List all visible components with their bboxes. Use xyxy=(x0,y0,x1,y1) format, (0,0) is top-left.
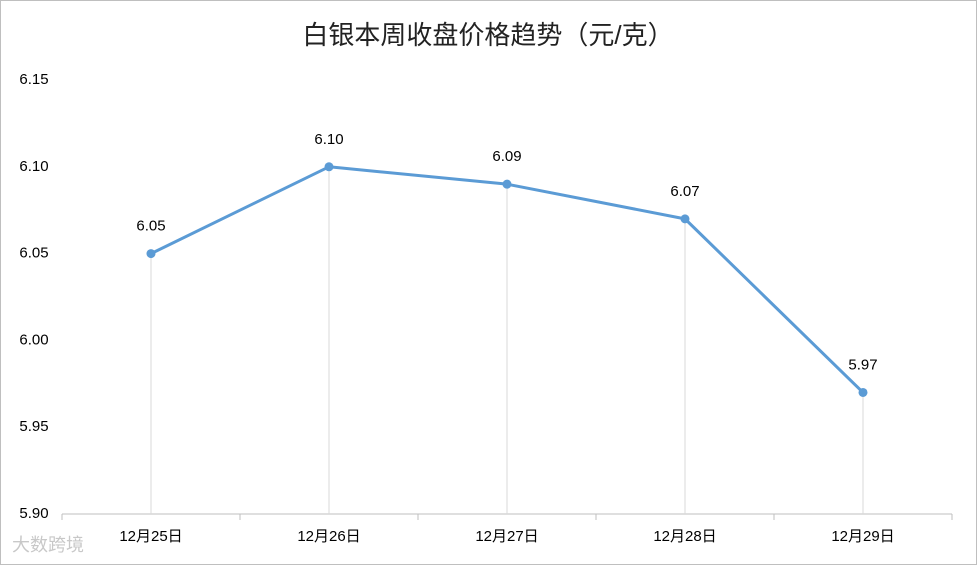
data-label: 5.97 xyxy=(848,356,877,373)
y-tick-label: 6.10 xyxy=(19,158,48,175)
data-point xyxy=(858,387,868,397)
data-point xyxy=(502,179,512,189)
data-point xyxy=(324,162,334,172)
x-tick-label: 12月28日 xyxy=(653,528,716,545)
data-label: 6.05 xyxy=(136,218,165,235)
x-tick-label: 12月26日 xyxy=(297,528,360,545)
data-point xyxy=(680,214,690,224)
data-label: 6.07 xyxy=(670,183,699,200)
data-label: 6.10 xyxy=(314,131,343,148)
y-tick-label: 5.90 xyxy=(19,505,48,522)
watermark: 大数跨境 xyxy=(12,535,84,555)
data-label: 6.09 xyxy=(492,148,521,165)
y-tick-label: 6.15 xyxy=(19,71,48,88)
y-tick-label: 6.05 xyxy=(19,245,48,262)
y-tick-label: 5.95 xyxy=(19,418,48,435)
data-point xyxy=(146,249,156,259)
y-tick-label: 6.00 xyxy=(19,331,48,348)
x-tick-label: 12月29日 xyxy=(831,528,894,545)
x-tick-label: 12月25日 xyxy=(119,528,182,545)
x-tick-label: 12月27日 xyxy=(475,528,538,545)
chart-title: 白银本周收盘价格趋势（元/克） xyxy=(302,20,673,50)
